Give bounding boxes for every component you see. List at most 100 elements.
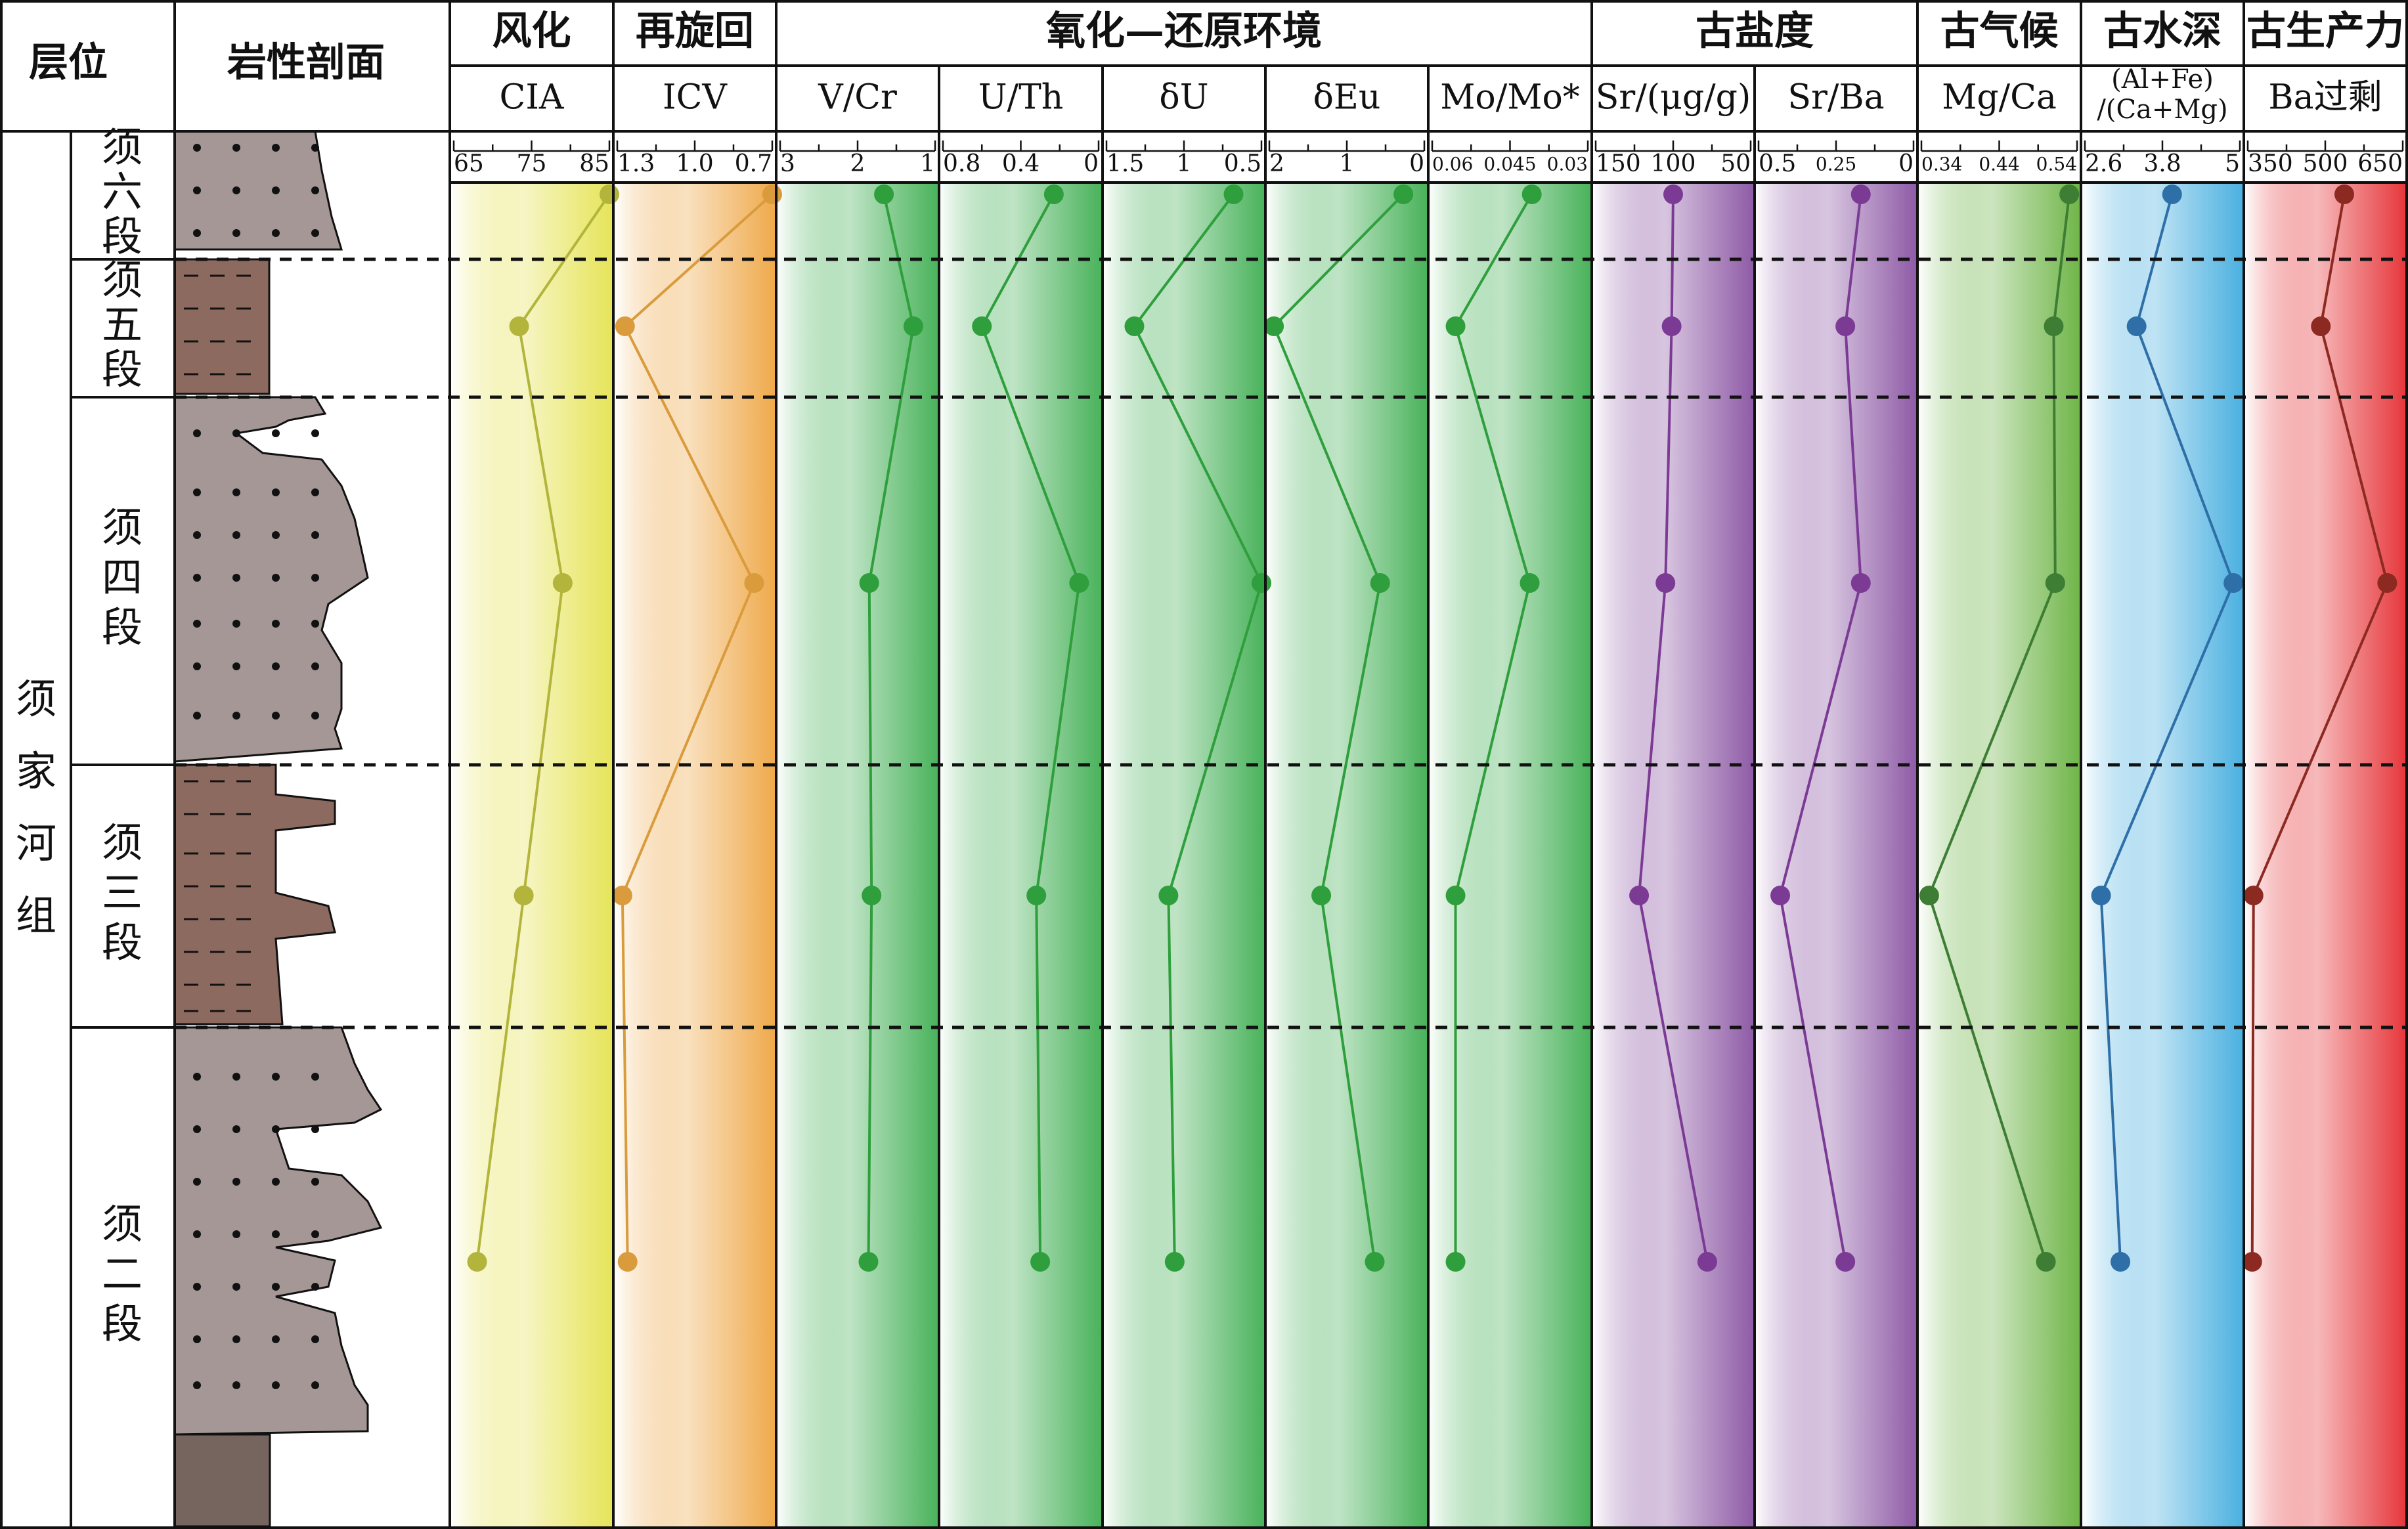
- grain-dot: [232, 186, 240, 194]
- tick-label: 2: [1269, 150, 1284, 177]
- grain-dot: [193, 144, 201, 152]
- tick-label: 0.4: [1002, 150, 1040, 177]
- grain-dot: [232, 1178, 240, 1186]
- series-name: δU: [1159, 78, 1208, 118]
- series-10: [2091, 184, 2244, 1272]
- grain-dot: [232, 429, 240, 437]
- data-point: [1520, 573, 1540, 593]
- grain-dot: [193, 1283, 201, 1291]
- grain-dot: [311, 186, 319, 194]
- data-point: [1919, 886, 1939, 905]
- column-background: [613, 183, 776, 1528]
- tick-label: 100: [1651, 150, 1696, 177]
- series-name: Mo/Mo*: [1440, 78, 1580, 118]
- grain-dot: [232, 1230, 240, 1238]
- grain-dot: [311, 531, 319, 539]
- lithology-basal-unit: [173, 1433, 271, 1528]
- grain-dot: [232, 1125, 240, 1133]
- member-char: 段: [102, 1300, 142, 1348]
- tick-label: 0.5: [1759, 150, 1796, 177]
- grain-dot: [272, 144, 280, 152]
- lithology-column: [173, 130, 383, 1528]
- tick-label: 0.25: [1816, 154, 1856, 175]
- series-name: Sr/(μg/g): [1596, 78, 1751, 118]
- tick-label: 1: [920, 150, 935, 177]
- tick-label: 0: [1084, 150, 1099, 177]
- axis-0: [452, 140, 611, 152]
- formation-char: 家: [16, 747, 56, 795]
- grain-dot: [232, 620, 240, 628]
- axis-6: [1431, 140, 1589, 152]
- grain-dot: [232, 1381, 240, 1389]
- header-group: 古盐度: [1696, 9, 1814, 54]
- header-group: 古气候: [1940, 9, 2059, 54]
- tick-label: 50: [1720, 150, 1751, 177]
- grain-dot: [193, 662, 201, 670]
- grain-dot: [272, 1178, 280, 1186]
- header-group: 古生产力: [2246, 9, 2404, 54]
- column-background: [1755, 183, 1917, 1528]
- header-layer: 层位: [29, 40, 108, 86]
- axis-9: [1920, 140, 2078, 152]
- column-background: [776, 183, 939, 1528]
- grain-dot: [272, 1230, 280, 1238]
- tick-label: 150: [1596, 150, 1641, 177]
- grain-dot: [193, 574, 201, 582]
- tick-label: 0.045: [1483, 154, 1536, 175]
- column-background: [1103, 183, 1265, 1528]
- member-char: 须: [102, 256, 142, 304]
- grain-dot: [311, 1125, 319, 1133]
- data-point: [514, 886, 534, 905]
- grain-dot: [272, 662, 280, 670]
- data-point: [858, 1252, 879, 1272]
- series-11: [2242, 184, 2397, 1272]
- grain-dot: [311, 144, 319, 152]
- tick-label: 650: [2357, 150, 2403, 177]
- tick-label: 0.5: [1224, 150, 1261, 177]
- grain-dot: [311, 488, 319, 496]
- axis-8: [1757, 140, 1915, 152]
- tick-label: 1: [1177, 150, 1192, 177]
- grain-dot: [232, 229, 240, 237]
- data-point: [1697, 1252, 1717, 1272]
- data-point: [744, 573, 764, 593]
- data-point: [1445, 316, 1466, 336]
- tick-label: 2: [850, 150, 865, 177]
- header-group: 再旋回: [636, 9, 754, 54]
- series-name: Mg/Ca: [1942, 78, 2057, 118]
- grain-dot: [311, 1073, 319, 1081]
- data-point: [1835, 316, 1856, 336]
- grain-dot: [193, 1178, 201, 1186]
- grain-dot: [272, 531, 280, 539]
- data-point: [1521, 184, 1542, 204]
- tick-label: 500: [2303, 150, 2348, 177]
- series-name: U/Th: [978, 78, 1064, 118]
- tick-label: 0.34: [1921, 154, 1962, 175]
- member-char: 四: [102, 553, 142, 601]
- axis-11: [2246, 140, 2404, 152]
- tick-label: 1: [1340, 150, 1355, 177]
- grain-dot: [193, 488, 201, 496]
- grain-dot: [193, 620, 201, 628]
- series-name: ICV: [663, 78, 728, 118]
- tick-label: 65: [454, 150, 484, 177]
- data-point: [2162, 184, 2182, 204]
- formation-char: 组: [16, 892, 56, 939]
- grain-dot: [311, 712, 319, 720]
- member-char: 三: [102, 869, 142, 916]
- member-char: 二: [102, 1250, 142, 1298]
- series-9: [1919, 184, 2080, 1272]
- data-point: [1164, 1252, 1185, 1272]
- series-name: CIA: [500, 78, 565, 118]
- data-point: [2223, 573, 2244, 593]
- series-name: δEu: [1313, 78, 1381, 118]
- grain-dot: [193, 1125, 201, 1133]
- member-char: 六: [102, 168, 142, 216]
- tick-label: 350: [2248, 150, 2293, 177]
- data-point: [1445, 886, 1466, 905]
- column-background: [2244, 183, 2407, 1528]
- series-4: [1124, 184, 1271, 1272]
- data-point: [467, 1252, 487, 1272]
- data-point: [600, 184, 619, 204]
- data-point: [1663, 184, 1683, 204]
